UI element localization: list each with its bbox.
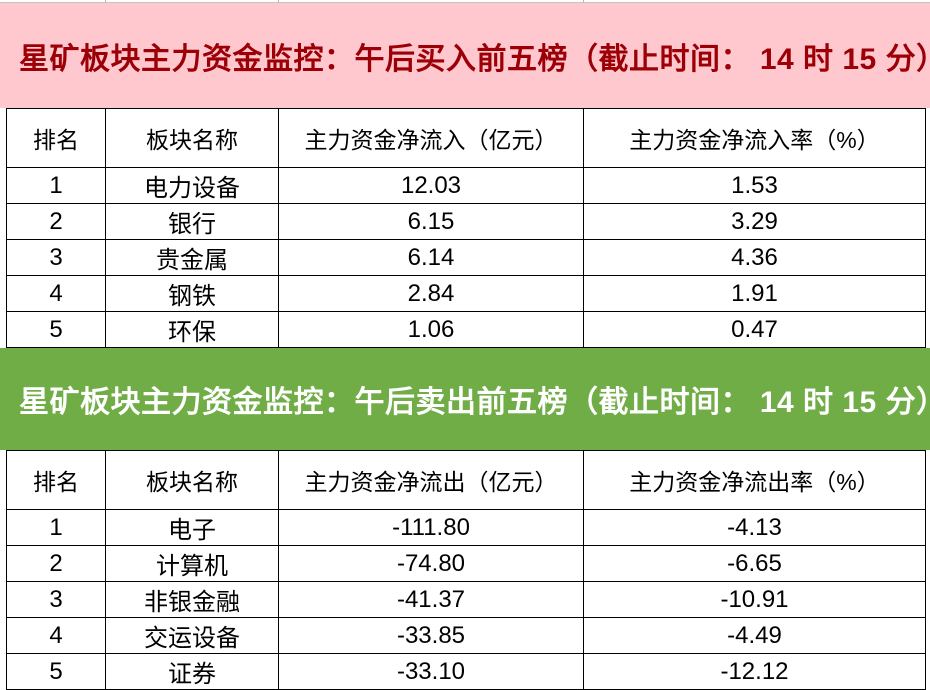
gridline-tick xyxy=(583,0,584,2)
value-cell: -74.80 xyxy=(278,545,584,582)
rate-cell: 3.29 xyxy=(583,203,926,240)
sector-cell: 证券 xyxy=(105,653,279,690)
rate-cell: -4.13 xyxy=(583,509,926,546)
rate-cell: -4.49 xyxy=(583,617,926,654)
value-cell: 2.84 xyxy=(278,275,584,312)
table-row: 5 环保 1.06 0.47 xyxy=(6,311,926,348)
sell-table-body: 1 电子 -111.80 -4.13 2 计算机 -74.80 -6.65 3 非银金融 -41.3… xyxy=(6,509,926,690)
value-cell: 12.03 xyxy=(278,167,584,204)
table-row: 1 电子 -111.80 -4.13 xyxy=(6,509,926,546)
value-cell: -111.80 xyxy=(278,509,584,546)
sell-col-header-sector: 板块名称 xyxy=(105,450,279,510)
sell-section: 星矿板块主力资金监控：午后卖出前五榜（截止时间： 14 时 15 分） 排名 板… xyxy=(0,348,930,690)
table-row: 4 交运设备 -33.85 -4.49 xyxy=(6,617,926,654)
rate-cell: 1.53 xyxy=(583,167,926,204)
sector-cell: 钢铁 xyxy=(105,275,279,312)
rank-cell: 4 xyxy=(6,617,106,654)
sell-header-row: 排名 板块名称 主力资金净流出（亿元） 主力资金净流出率（%） xyxy=(6,450,926,510)
rank-cell: 2 xyxy=(6,203,106,240)
table-row: 1 电力设备 12.03 1.53 xyxy=(6,167,926,204)
value-cell: -33.10 xyxy=(278,653,584,690)
sell-col-header-rank: 排名 xyxy=(6,450,106,510)
rate-cell: -10.91 xyxy=(583,581,926,618)
value-cell: -41.37 xyxy=(278,581,584,618)
rate-cell: 4.36 xyxy=(583,239,926,276)
sell-col-header-net-outflow-rate: 主力资金净流出率（%） xyxy=(583,450,926,510)
value-cell: 1.06 xyxy=(278,311,584,348)
sell-banner-title: 星矿板块主力资金监控：午后卖出前五榜（截止时间： 14 时 15 分） xyxy=(19,386,930,419)
rank-cell: 3 xyxy=(6,581,106,618)
gridline-tick xyxy=(105,0,106,2)
rank-cell: 2 xyxy=(6,545,106,582)
sector-cell: 贵金属 xyxy=(105,239,279,276)
buy-col-header-net-inflow-rate: 主力资金净流入率（%） xyxy=(583,108,926,168)
table-row: 3 贵金属 6.14 4.36 xyxy=(6,239,926,276)
buy-header-row: 排名 板块名称 主力资金净流入（亿元） 主力资金净流入率（%） xyxy=(6,108,926,168)
rank-cell: 5 xyxy=(6,653,106,690)
rank-cell: 5 xyxy=(6,311,106,348)
sector-cell: 非银金融 xyxy=(105,581,279,618)
value-cell: 6.15 xyxy=(278,203,584,240)
value-cell: 6.14 xyxy=(278,239,584,276)
rate-cell: 0.47 xyxy=(583,311,926,348)
rate-cell: 1.91 xyxy=(583,275,926,312)
buy-table-body: 1 电力设备 12.03 1.53 2 银行 6.15 3.29 3 贵金属 6.14 4.36 4 钢铁… xyxy=(6,167,926,348)
table-row: 5 证券 -33.10 -12.12 xyxy=(6,653,926,690)
sector-cell: 交运设备 xyxy=(105,617,279,654)
sell-table: 排名 板块名称 主力资金净流出（亿元） 主力资金净流出率（%） 1 电子 -111.… xyxy=(6,450,926,690)
gridline-tick xyxy=(278,0,279,2)
sector-cell: 电力设备 xyxy=(105,167,279,204)
top-gridline-strip xyxy=(0,0,930,3)
value-cell: -33.85 xyxy=(278,617,584,654)
sector-cell: 电子 xyxy=(105,509,279,546)
buy-banner: 星矿板块主力资金监控：午后买入前五榜（截止时间： 14 时 15 分） xyxy=(0,3,930,108)
sector-cell: 计算机 xyxy=(105,545,279,582)
rate-cell: -12.12 xyxy=(583,653,926,690)
buy-col-header-rank: 排名 xyxy=(6,108,106,168)
buy-col-header-sector: 板块名称 xyxy=(105,108,279,168)
sector-cell: 银行 xyxy=(105,203,279,240)
sector-cell: 环保 xyxy=(105,311,279,348)
buy-table: 排名 板块名称 主力资金净流入（亿元） 主力资金净流入率（%） 1 电力设备 12.… xyxy=(6,108,926,348)
table-row: 3 非银金融 -41.37 -10.91 xyxy=(6,581,926,618)
table-row: 4 钢铁 2.84 1.91 xyxy=(6,275,926,312)
sell-col-header-net-outflow: 主力资金净流出（亿元） xyxy=(278,450,584,510)
rank-cell: 1 xyxy=(6,167,106,204)
rate-cell: -6.65 xyxy=(583,545,926,582)
rank-cell: 1 xyxy=(6,509,106,546)
buy-section: 星矿板块主力资金监控：午后买入前五榜（截止时间： 14 时 15 分） 排名 板… xyxy=(0,3,930,348)
buy-banner-title: 星矿板块主力资金监控：午后买入前五榜（截止时间： 14 时 15 分） xyxy=(19,42,930,76)
rank-cell: 4 xyxy=(6,275,106,312)
table-row: 2 计算机 -74.80 -6.65 xyxy=(6,545,926,582)
buy-col-header-net-inflow: 主力资金净流入（亿元） xyxy=(278,108,584,168)
rank-cell: 3 xyxy=(6,239,106,276)
sell-banner: 星矿板块主力资金监控：午后卖出前五榜（截止时间： 14 时 15 分） xyxy=(0,348,930,450)
table-row: 2 银行 6.15 3.29 xyxy=(6,203,926,240)
